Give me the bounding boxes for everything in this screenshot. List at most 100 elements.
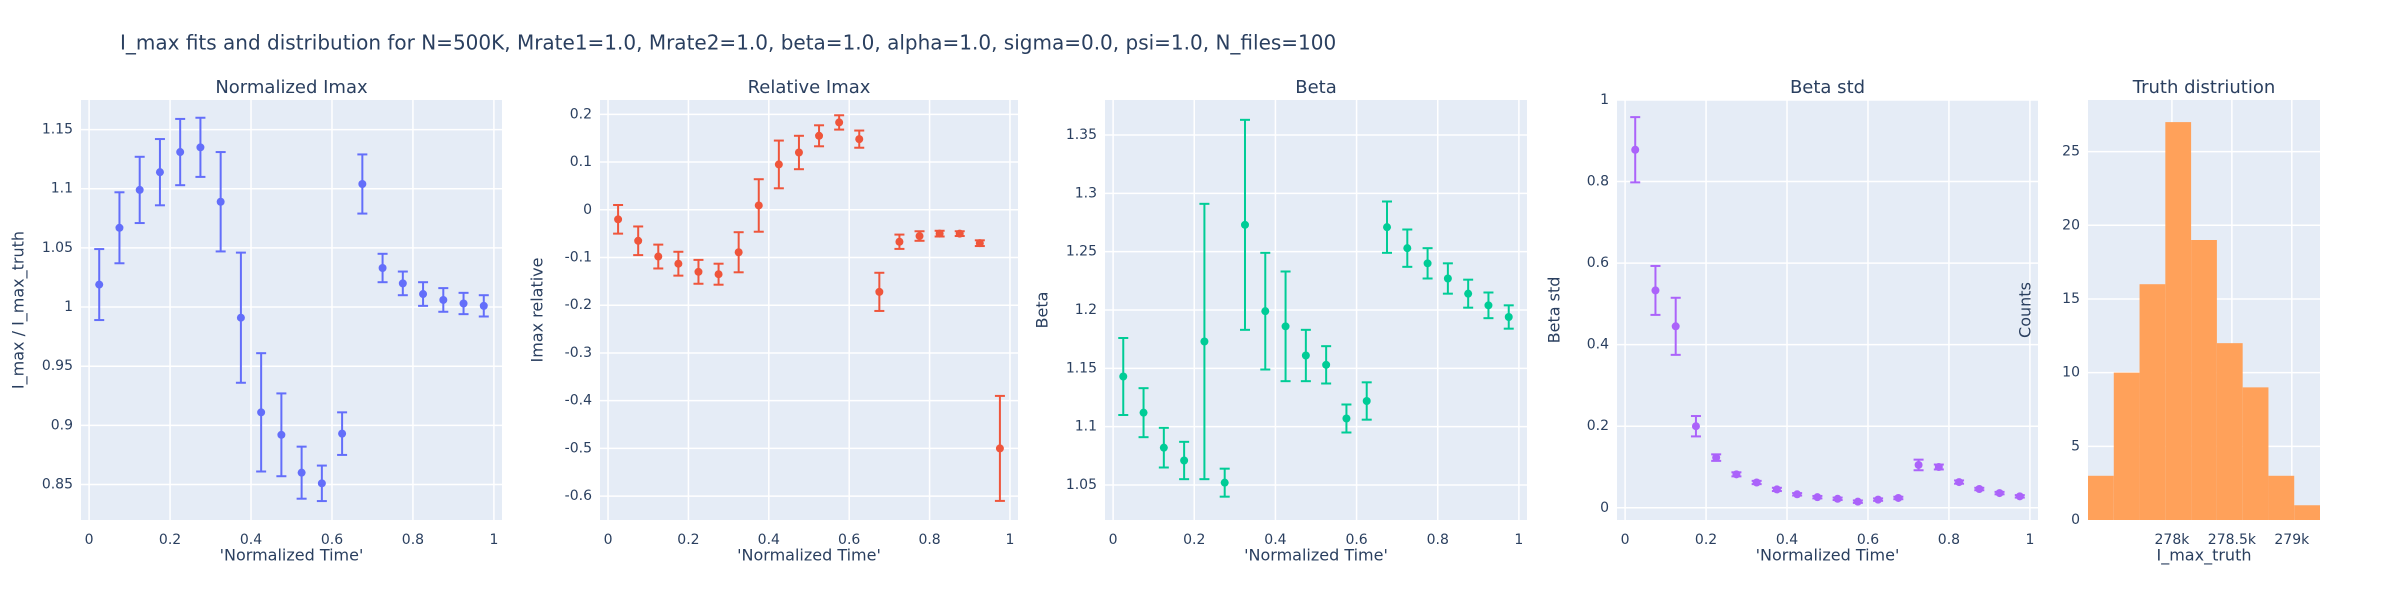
marker	[1403, 244, 1412, 253]
marker	[875, 287, 884, 296]
x-tick-label: 278k	[2155, 532, 2191, 548]
marker	[1322, 360, 1331, 369]
marker	[1423, 259, 1432, 268]
x-tick-label: 0.2	[1695, 532, 1717, 548]
y-tick-label: -0.2	[565, 297, 592, 313]
x-tick-label: 0.2	[677, 532, 699, 548]
marker	[1484, 301, 1493, 310]
histogram-bar	[2242, 387, 2269, 520]
y-tick-label: 0.2	[570, 106, 592, 122]
marker	[1342, 414, 1351, 423]
x-tick-label: 0.4	[240, 532, 262, 548]
y-tick-label: 15	[2062, 291, 2080, 307]
x-axis-title: 'Normalized Time'	[737, 546, 881, 565]
marker	[1261, 307, 1270, 316]
marker	[1793, 490, 1802, 499]
marker	[1732, 470, 1741, 479]
marker	[2015, 492, 2024, 501]
marker	[1914, 460, 1923, 469]
x-tick-label: 0.2	[159, 532, 181, 548]
x-tick-label: 0	[85, 532, 94, 548]
marker	[1200, 337, 1209, 346]
marker	[1139, 408, 1148, 417]
marker	[236, 313, 245, 322]
x-tick-label: 1	[1514, 532, 1523, 548]
x-axis-title: I_max_truth	[2157, 546, 2252, 566]
marker	[1651, 286, 1660, 295]
marker	[1813, 493, 1822, 502]
marker	[975, 239, 984, 248]
y-tick-label: 0.8	[1587, 174, 1609, 190]
marker	[1772, 485, 1781, 494]
histogram-bar	[2191, 240, 2217, 520]
marker	[794, 148, 803, 157]
marker	[338, 429, 347, 438]
marker	[1240, 220, 1249, 229]
y-axis-title: Imax relative	[528, 257, 547, 362]
plot-area	[1617, 100, 2038, 520]
plot-area	[81, 100, 502, 520]
marker	[774, 160, 783, 169]
marker	[1631, 145, 1640, 154]
marker	[855, 135, 864, 144]
x-tick-label: 278.5k	[2208, 532, 2257, 548]
y-tick-label: 1.05	[42, 240, 73, 256]
x-tick-label: 0.4	[1776, 532, 1798, 548]
x-tick-label: 0.8	[1427, 532, 1449, 548]
y-tick-label: 0	[1600, 500, 1609, 516]
marker	[459, 299, 468, 308]
x-tick-label: 1	[489, 532, 498, 548]
y-tick-label: -0.1	[565, 250, 592, 266]
marker	[277, 430, 286, 439]
y-axis-title: Beta	[1033, 292, 1052, 329]
y-tick-label: 1	[64, 299, 73, 315]
histogram-bar	[2139, 284, 2166, 520]
marker	[1894, 493, 1903, 502]
subplot-title: Beta	[1295, 77, 1337, 98]
subplot-title: Normalized Imax	[215, 77, 368, 98]
marker	[1159, 443, 1168, 452]
marker	[297, 468, 306, 477]
marker	[1220, 478, 1229, 487]
y-tick-label: 1.1	[51, 181, 73, 197]
marker	[614, 215, 623, 224]
x-tick-label: 0.4	[758, 532, 780, 548]
x-tick-label: 279k	[2274, 532, 2310, 548]
y-tick-label: -0.5	[565, 440, 592, 456]
x-tick-label: 0.6	[321, 532, 343, 548]
y-tick-label: 1.1	[1075, 419, 1097, 435]
y-axis-title: Beta std	[1545, 277, 1564, 344]
marker	[1443, 274, 1452, 283]
marker	[155, 168, 164, 177]
x-tick-label: 1	[1006, 532, 1015, 548]
figure-title: I_max fits and distribution for N=500K, …	[120, 31, 1336, 55]
subplot-title: Truth distriution	[2132, 77, 2276, 98]
x-tick-label: 0	[604, 532, 613, 548]
histogram-bar	[2165, 122, 2192, 521]
marker	[317, 479, 326, 488]
x-tick-label: 0.8	[918, 532, 940, 548]
subplot-title: Relative Imax	[748, 77, 871, 98]
marker	[734, 248, 743, 257]
marker	[815, 131, 824, 140]
histogram-bar	[2113, 372, 2140, 520]
marker	[95, 280, 104, 289]
y-tick-label: 0	[2071, 512, 2080, 528]
x-axis-title: 'Normalized Time'	[1244, 546, 1388, 565]
marker	[1671, 322, 1680, 331]
y-axis-title: Counts	[2016, 282, 2035, 338]
marker	[257, 408, 266, 417]
marker	[995, 444, 1004, 453]
x-tick-label: 0.4	[1264, 532, 1286, 548]
x-tick-label: 1	[2025, 532, 2034, 548]
y-tick-label: 10	[2062, 365, 2080, 381]
histogram-bar	[2268, 475, 2295, 520]
y-tick-label: 5	[2071, 438, 2080, 454]
marker	[1853, 497, 1862, 506]
y-tick-label: 1.15	[42, 122, 73, 138]
y-tick-label: 0	[583, 202, 592, 218]
y-tick-label: 1.05	[1066, 477, 1097, 493]
marker	[1833, 494, 1842, 503]
plot-area	[600, 100, 1018, 520]
marker	[674, 259, 683, 268]
